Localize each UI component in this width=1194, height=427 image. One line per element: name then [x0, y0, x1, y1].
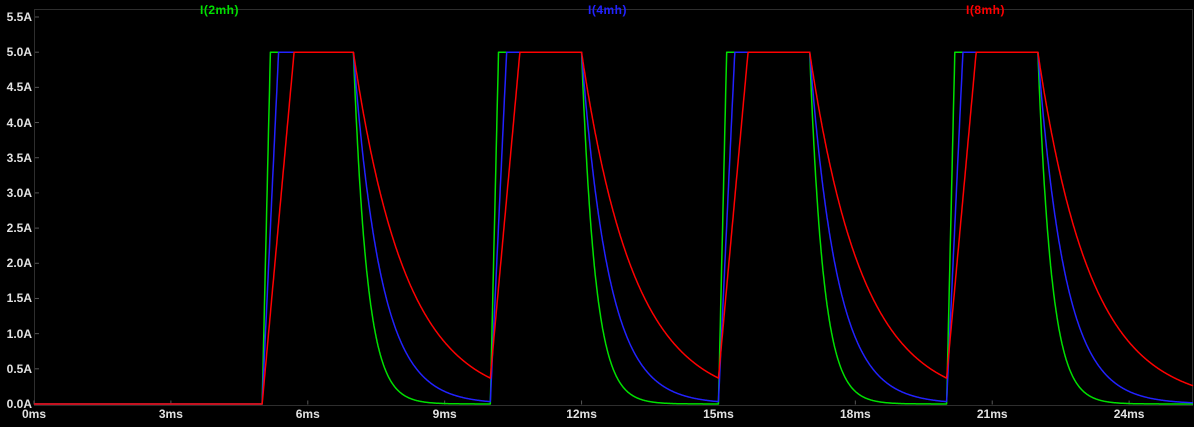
x-tick-label: 18ms	[839, 407, 871, 421]
x-tick-label: 6ms	[295, 407, 320, 421]
x-tick-label: 12ms	[566, 407, 597, 421]
y-tick-label: 4.5A	[6, 80, 32, 95]
y-tick-label: 1.0A	[6, 326, 32, 341]
legend-item-i4mh[interactable]: I(4mh)	[588, 3, 627, 17]
y-tick-label: 3.0A	[6, 185, 32, 200]
y-tick-label: 2.0A	[6, 256, 32, 271]
y-tick-label: 0.5A	[6, 361, 32, 376]
y-tick-label: 0.0A	[6, 397, 32, 411]
y-tick-label: 5.5A	[6, 10, 32, 24]
plot-border	[34, 9, 1193, 406]
x-tick-label: 3ms	[158, 407, 183, 421]
x-tick-label: 9ms	[432, 407, 457, 421]
y-tick-label: 1.5A	[6, 291, 32, 306]
x-tick-label: 21ms	[976, 407, 1008, 421]
y-tick-label: 5.0A	[6, 45, 32, 60]
trace-i8mh[interactable]	[33, 51, 1194, 405]
legend-item-i8mh[interactable]: I(8mh)	[966, 3, 1005, 17]
x-tick-label: 15ms	[703, 407, 734, 421]
y-tick-label: 3.5A	[6, 150, 32, 165]
y-tick-label: 2.5A	[6, 221, 32, 236]
y-tick-label: 4.0A	[6, 115, 32, 130]
trace-i2mh[interactable]	[33, 51, 1194, 405]
x-tick-label: 0ms	[21, 407, 47, 421]
x-tick-label: 24ms	[1113, 407, 1145, 421]
trace-i4mh[interactable]	[33, 51, 1194, 405]
legend-item-i2mh[interactable]: I(2mh)	[200, 3, 239, 17]
